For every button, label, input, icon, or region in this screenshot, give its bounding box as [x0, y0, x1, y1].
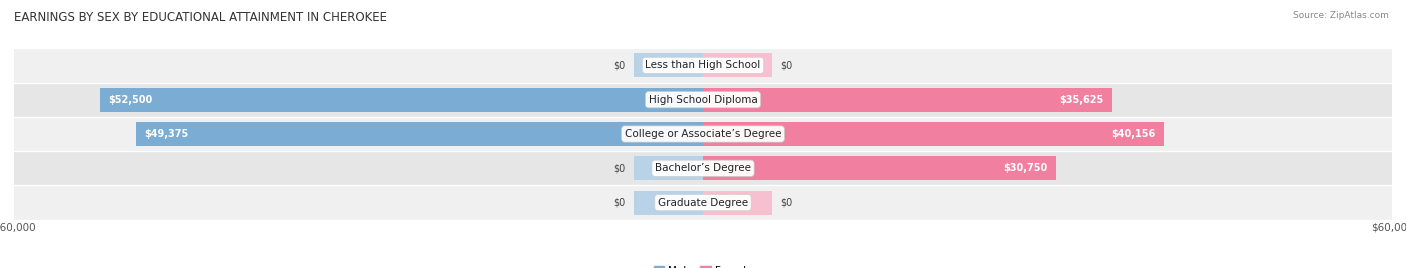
- Text: $30,750: $30,750: [1004, 163, 1047, 173]
- Bar: [703, 122, 1164, 146]
- Bar: [703, 53, 772, 77]
- Bar: [703, 122, 1164, 146]
- Bar: [703, 156, 1056, 180]
- Bar: [100, 88, 703, 112]
- Bar: [703, 88, 1112, 112]
- Text: $0: $0: [780, 198, 793, 208]
- Text: $35,625: $35,625: [1060, 95, 1104, 105]
- Text: Less than High School: Less than High School: [645, 60, 761, 70]
- Text: $40,156: $40,156: [1112, 129, 1156, 139]
- Bar: [634, 156, 703, 180]
- Text: $0: $0: [613, 163, 626, 173]
- Bar: [14, 185, 1392, 220]
- Bar: [14, 48, 1392, 83]
- Text: High School Diploma: High School Diploma: [648, 95, 758, 105]
- Bar: [136, 122, 703, 146]
- Text: Graduate Degree: Graduate Degree: [658, 198, 748, 208]
- Text: $49,375: $49,375: [145, 129, 188, 139]
- Text: $0: $0: [613, 198, 626, 208]
- Bar: [703, 88, 1112, 112]
- Text: EARNINGS BY SEX BY EDUCATIONAL ATTAINMENT IN CHEROKEE: EARNINGS BY SEX BY EDUCATIONAL ATTAINMEN…: [14, 11, 387, 24]
- Bar: [703, 191, 772, 215]
- Text: College or Associate’s Degree: College or Associate’s Degree: [624, 129, 782, 139]
- Legend: Male, Female: Male, Female: [650, 261, 756, 268]
- Bar: [14, 117, 1392, 151]
- Bar: [100, 88, 703, 112]
- Bar: [634, 53, 703, 77]
- Bar: [634, 191, 703, 215]
- Text: $0: $0: [613, 60, 626, 70]
- Bar: [136, 122, 703, 146]
- Text: $52,500: $52,500: [108, 95, 153, 105]
- Bar: [14, 83, 1392, 117]
- Bar: [14, 151, 1392, 185]
- Text: Source: ZipAtlas.com: Source: ZipAtlas.com: [1294, 11, 1389, 20]
- Text: $0: $0: [780, 60, 793, 70]
- Text: Bachelor’s Degree: Bachelor’s Degree: [655, 163, 751, 173]
- Bar: [703, 156, 1056, 180]
